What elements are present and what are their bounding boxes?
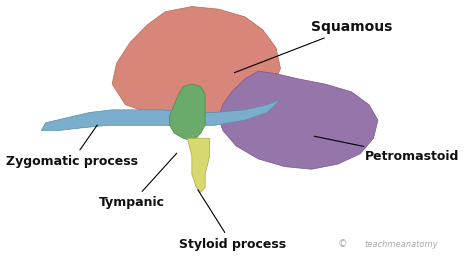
Text: Squamous: Squamous [234, 20, 393, 73]
Text: ©: © [337, 239, 347, 249]
Text: Petromastoid: Petromastoid [314, 136, 459, 163]
Text: Tympanic: Tympanic [99, 153, 177, 209]
Polygon shape [112, 7, 281, 118]
Polygon shape [219, 71, 378, 169]
Polygon shape [41, 99, 281, 130]
Text: Styloid process: Styloid process [179, 190, 286, 251]
Polygon shape [170, 84, 205, 141]
Text: teachmeanatomy: teachmeanatomy [365, 240, 438, 249]
Polygon shape [187, 138, 210, 192]
Text: Zygomatic process: Zygomatic process [6, 125, 138, 168]
